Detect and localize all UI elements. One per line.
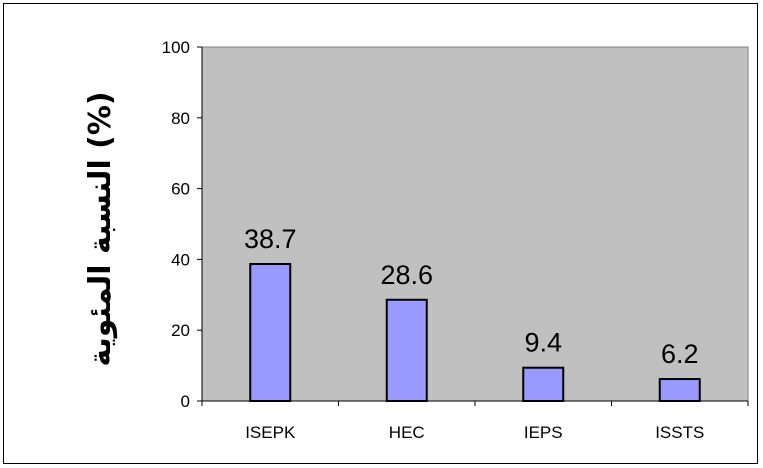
bar-value-label: 9.4 — [524, 328, 562, 358]
bar-hec — [385, 298, 428, 403]
bar-isepk — [249, 263, 292, 403]
bar-ieps — [522, 366, 565, 402]
bar-issts — [658, 378, 701, 403]
y-tick-label: 20 — [171, 321, 190, 340]
y-tick-label: 0 — [181, 392, 190, 411]
axes — [197, 46, 749, 406]
y-tick-label: 80 — [171, 109, 190, 128]
y-axis-title: النسبة المئوية (%) — [83, 91, 118, 366]
y-tick-label: 100 — [162, 38, 190, 57]
plot-area — [201, 46, 749, 402]
y-tick-label: 40 — [171, 250, 190, 269]
bar-value-label: 28.6 — [380, 260, 433, 290]
x-category-label: ISEPK — [245, 423, 296, 442]
bar-value-label: 6.2 — [661, 339, 699, 369]
bar-value-label: 38.7 — [244, 224, 297, 254]
x-category-label: ISSTS — [655, 423, 704, 442]
x-category-label: HEC — [389, 423, 425, 442]
bars — [249, 263, 701, 403]
y-tick-label: 60 — [171, 180, 190, 199]
x-category-label: IEPS — [524, 423, 563, 442]
labels: 0 20 40 60 80 100 38.7 ISEPK 28.6 HEC 9.4 IEPS 6.2 IS… — [162, 38, 705, 442]
